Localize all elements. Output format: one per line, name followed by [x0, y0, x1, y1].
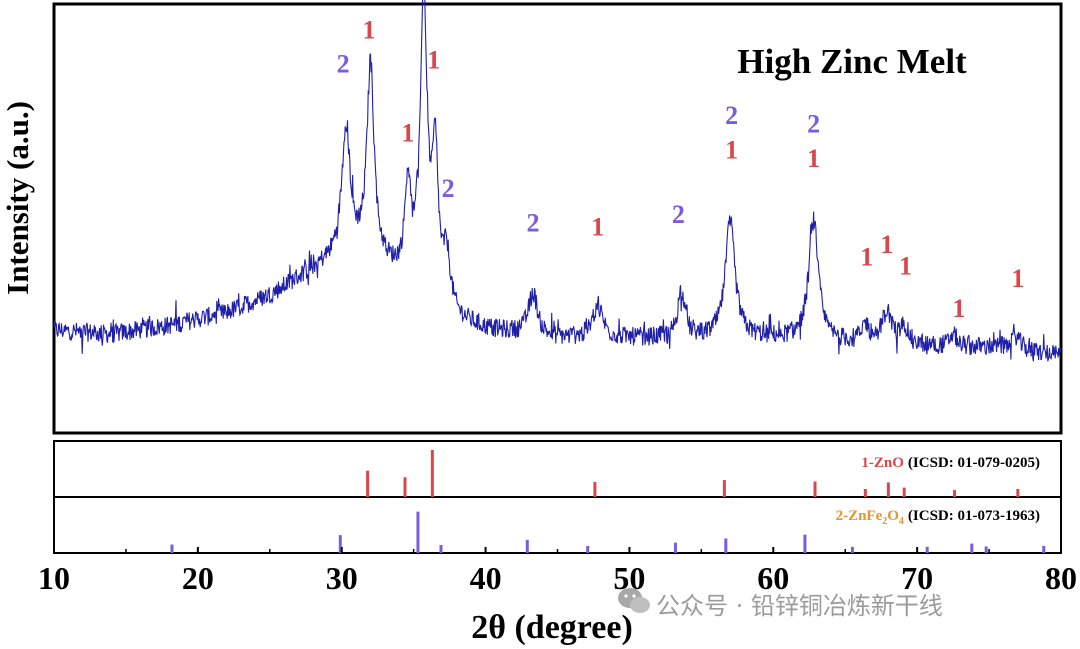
peak-label-zno-13: 1: [860, 243, 873, 272]
znfe2o4-reference-label: 2-ZnFe2O4 (ICSD: 01-073-1963): [836, 508, 1040, 527]
x-tick-label: 70: [901, 560, 933, 596]
peak-label-zno-4: 1: [427, 45, 440, 74]
x-tick-label: 60: [757, 560, 789, 596]
peak-label-zno-7: 1: [591, 213, 604, 242]
peak-label-zno-2: 1: [401, 118, 414, 147]
zno-reference-prefix: 1-ZnO: [861, 455, 904, 471]
wechat-icon: [618, 588, 650, 613]
y-axis-label: Intensity (a.u.): [0, 101, 35, 295]
peak-label-zno-14: 1: [880, 230, 893, 259]
watermark-text: 公众号 · 铅锌铜冶炼新干线: [656, 592, 943, 620]
peak-label-zno-16: 1: [952, 294, 965, 323]
znfe2o4-sub2: 4: [899, 516, 904, 527]
peak-label-zno-17: 1: [1011, 264, 1024, 293]
peak-label-znfe2o4-6: 2: [527, 208, 540, 237]
x-tick-label: 20: [182, 560, 214, 596]
zno-reference-source: (ICSD: 01-079-0205): [908, 455, 1040, 471]
x-tick-label: 10: [38, 560, 70, 596]
main-plot-frame: [52, 2, 1063, 435]
annotation-layer: 211212212212111111: [337, 15, 1025, 323]
xrd-pattern-line: [53, 0, 1062, 362]
znfe2o4-reference-source: (ICSD: 01-073-1963): [908, 508, 1040, 524]
znfe2o4-mid: O: [887, 508, 899, 524]
peak-label-zno-12: 1: [807, 144, 820, 173]
chart-title: High Zinc Melt: [737, 42, 967, 81]
znfe2o4-reference-prefix: 2-ZnFe: [836, 508, 883, 524]
peak-label-znfe2o4-5: 2: [442, 174, 455, 203]
pattern-layer: [53, 0, 1062, 362]
peak-label-znfe2o4-0: 2: [337, 50, 350, 79]
x-tick-label: 30: [326, 560, 358, 596]
znfe2o4-sub1: 2: [882, 516, 887, 527]
x-axis-label: 2θ (degree): [471, 609, 633, 646]
peak-label-zno-1: 1: [363, 15, 376, 44]
znfe2o4-sticks-layer: [170, 511, 1046, 553]
watermark: 公众号 · 铅锌铜冶炼新干线: [618, 588, 943, 620]
x-tick-label: 40: [470, 560, 502, 596]
zno-sticks-layer: [366, 450, 1020, 497]
peak-label-zno-15: 1: [899, 251, 912, 280]
zno-reference-label: 1-ZnO (ICSD: 01-079-0205): [861, 455, 1040, 471]
x-axis-ticks: 10 20 30 40 50 60 70 80: [38, 547, 1077, 596]
peak-label-zno-10: 1: [725, 135, 738, 164]
peak-label-znfe2o4-9: 2: [725, 101, 738, 130]
peak-label-znfe2o4-11: 2: [807, 110, 820, 139]
peak-label-znfe2o4-8: 2: [672, 200, 685, 229]
x-tick-label: 80: [1045, 560, 1077, 596]
